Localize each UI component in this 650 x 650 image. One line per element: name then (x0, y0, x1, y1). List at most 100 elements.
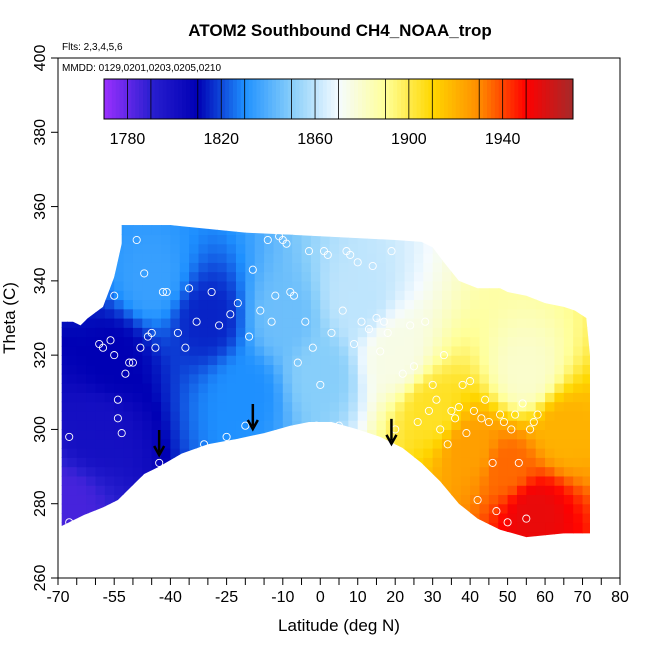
field-cell (526, 522, 537, 533)
field-cell (86, 494, 97, 505)
field-cell (179, 262, 190, 273)
field-cell (226, 234, 237, 245)
field-cell (507, 466, 518, 477)
field-cell (573, 318, 584, 328)
field-cell (413, 355, 424, 366)
field-cell (86, 345, 97, 356)
field-cell (395, 364, 406, 375)
field-cell (198, 234, 209, 245)
field-cell (451, 383, 462, 393)
field-cell (76, 429, 87, 440)
field-cell (526, 299, 537, 310)
field-cell (545, 355, 556, 366)
field-cell (479, 355, 490, 366)
field-cell (161, 448, 171, 458)
field-cell (264, 327, 275, 338)
field-cell (264, 280, 275, 291)
field-cell (545, 410, 556, 421)
colorbar-segment (506, 79, 511, 119)
field-cell (545, 522, 556, 533)
field-cell (451, 392, 462, 403)
field-cell (161, 299, 171, 310)
y-tick-label: 340 (32, 267, 49, 294)
field-cell (535, 373, 546, 384)
field-cell (142, 262, 153, 273)
field-cell (235, 401, 246, 412)
field-cell (488, 290, 499, 301)
field-cell (348, 410, 359, 421)
field-cell (404, 448, 415, 458)
colorbar-segment (307, 79, 312, 119)
field-cell (114, 457, 125, 468)
field-cell (367, 299, 378, 310)
field-cell (385, 336, 396, 347)
field-cell (245, 345, 256, 356)
field-cell (207, 308, 218, 319)
field-cell (479, 485, 490, 496)
field-cell (320, 290, 331, 301)
field-cell (339, 336, 349, 347)
field-cell (123, 253, 134, 263)
field-cell (470, 438, 481, 449)
colorbar-segment (373, 79, 379, 119)
field-cell (189, 243, 200, 254)
field-cell (395, 429, 406, 440)
field-cell (507, 373, 518, 384)
field-cell (516, 522, 527, 533)
field-cell (132, 308, 143, 319)
sample-point (522, 514, 531, 523)
field-cell (451, 401, 462, 412)
field-cell (273, 318, 284, 328)
field-cell (582, 457, 590, 468)
field-cell (235, 308, 246, 319)
field-cell (67, 355, 78, 366)
field-cell (151, 336, 162, 347)
field-cell (516, 308, 527, 319)
field-cell (442, 355, 452, 366)
field-cell (170, 345, 181, 356)
field-cell (114, 308, 125, 319)
field-cell (423, 420, 434, 431)
field-cell (488, 457, 499, 468)
field-cell (292, 410, 303, 421)
field-cell (460, 466, 471, 477)
field-cell (526, 373, 537, 384)
field-cell (114, 429, 125, 440)
field-cell (198, 401, 209, 412)
colorbar-segment (225, 79, 230, 119)
field-cell (226, 290, 237, 301)
colorbar-segment (322, 79, 328, 119)
field-cell (413, 299, 424, 310)
field-cell (292, 373, 303, 384)
field-cell (301, 318, 312, 328)
field-cell (76, 410, 87, 421)
field-cell (320, 355, 331, 366)
colorbar-segment (123, 79, 128, 119)
field-cell (76, 457, 87, 468)
field-cell (432, 420, 443, 431)
sample-point (507, 425, 516, 434)
field-cell (535, 494, 546, 505)
field-cell (516, 318, 527, 328)
field-cell (545, 420, 556, 431)
field-cell (376, 429, 387, 440)
field-cell (554, 466, 565, 477)
field-cell (432, 299, 443, 310)
colorbar-segment (150, 79, 156, 119)
field-cell (442, 299, 452, 310)
field-cell (498, 318, 509, 328)
field-cell (563, 383, 574, 393)
field-cell (554, 355, 565, 366)
field-cell (67, 327, 78, 338)
field-cell (254, 318, 265, 328)
field-cell (498, 475, 509, 486)
field-cell (161, 457, 171, 468)
field-cell (451, 457, 462, 468)
field-cell (367, 345, 378, 356)
colorbar-segment (346, 79, 351, 119)
field-cell (376, 336, 387, 347)
field-cell (451, 280, 462, 291)
field-cell (376, 383, 387, 393)
field-cell (189, 383, 200, 393)
